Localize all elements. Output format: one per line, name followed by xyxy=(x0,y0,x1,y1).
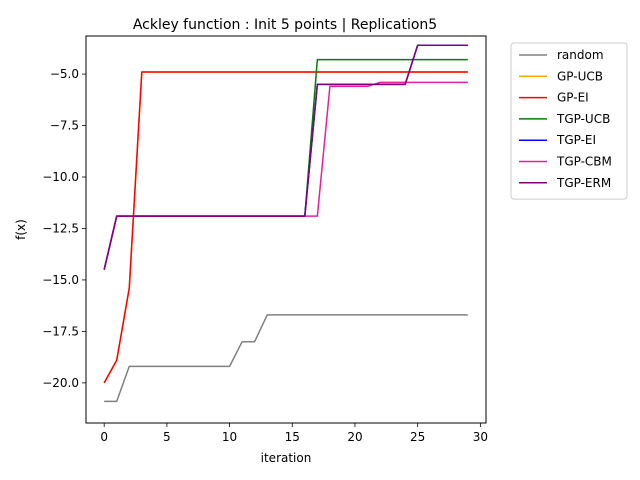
series-line-random xyxy=(104,314,468,403)
x-tick-label: 25 xyxy=(410,430,425,444)
y-axis-label: f(x) xyxy=(14,219,28,240)
legend-label-tgp-cbm: TGP-CBM xyxy=(556,155,612,169)
x-tick-label: 20 xyxy=(347,430,362,444)
y-axis: −20.0 −17.5 −15.0 −12.5 −10.0 −7.5 −5.0 xyxy=(42,67,86,390)
series-lines xyxy=(103,44,468,403)
y-tick-label: −12.5 xyxy=(42,221,79,235)
legend-label-tgp-ei: TGP-EI xyxy=(556,133,596,147)
y-tick-label: −5.0 xyxy=(50,67,79,81)
y-tick-label: −10.0 xyxy=(42,170,79,184)
y-tick-label: −7.5 xyxy=(50,119,79,133)
plot-area-frame xyxy=(85,35,487,424)
x-tick-label: 30 xyxy=(473,430,488,444)
legend: random GP-UCB GP-EI TGP-UCB TGP-EI TGP-CBM TGP… xyxy=(510,42,628,200)
series-line-gp-ei xyxy=(103,71,468,384)
legend-label-tgp-erm: TGP-ERM xyxy=(556,176,611,190)
legend-label-tgp-ucb: TGP-UCB xyxy=(556,112,610,126)
legend-label-gp-ucb: GP-UCB xyxy=(557,69,603,83)
x-tick-label: 15 xyxy=(285,430,300,444)
x-tick-label: 0 xyxy=(100,430,108,444)
series-line-tgp-erm xyxy=(103,44,468,270)
legend-box xyxy=(510,42,628,200)
y-tick-label: −20.0 xyxy=(42,376,79,390)
legend-label-gp-ei: GP-EI xyxy=(557,91,589,105)
legend-label-random: random xyxy=(557,48,604,62)
y-tick-label: −17.5 xyxy=(42,324,79,338)
x-axis: 0 5 10 15 20 25 30 xyxy=(100,423,488,444)
x-axis-label: iteration xyxy=(261,451,312,465)
x-tick-label: 10 xyxy=(222,430,237,444)
x-tick-label: 5 xyxy=(163,430,171,444)
chart-title: Ackley function : Init 5 points | Replic… xyxy=(133,17,437,33)
y-tick-label: −15.0 xyxy=(42,273,79,287)
